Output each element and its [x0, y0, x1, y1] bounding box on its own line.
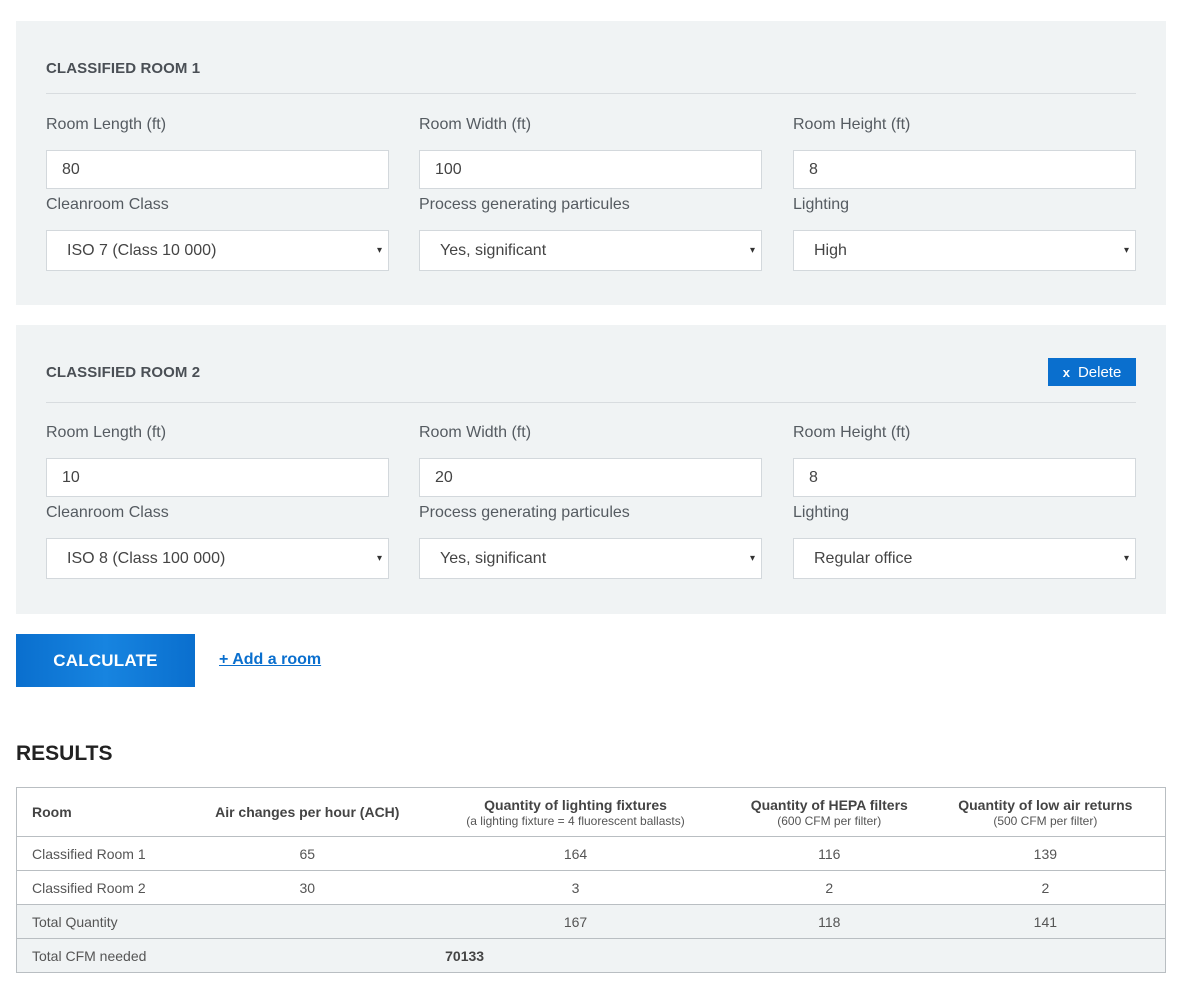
chevron-down-icon: ▾: [376, 553, 382, 564]
total-lighting: 167: [418, 904, 733, 939]
total-hepa: 118: [732, 904, 926, 939]
cell-hepa: 116: [732, 836, 926, 871]
room-header: CLASSIFIED ROOM 2 x Delete: [46, 325, 1136, 403]
header-hepa: Quantity of HEPA filters (600 CFM per fi…: [732, 787, 926, 837]
cleanroom-class-label: Cleanroom Class: [46, 196, 169, 213]
room-length-label: Room Length (ft): [46, 116, 167, 133]
room-title: CLASSIFIED ROOM 2: [46, 364, 201, 381]
total-cfm-row: Total CFM needed 70133: [16, 938, 1166, 973]
room-width-label: Room Width (ft): [419, 116, 532, 133]
table-row: Classified Room 2 30 3 2 2: [16, 870, 1166, 905]
header-hepa-note: (600 CFM per filter): [777, 813, 882, 828]
room-height-input[interactable]: 8: [793, 150, 1136, 189]
chevron-down-icon: ▾: [376, 245, 382, 256]
lighting-select[interactable]: Regular office ▾: [793, 538, 1136, 579]
header-ach: Air changes per hour (ACH): [196, 787, 419, 837]
process-field: Process generating particules Yes, signi…: [419, 503, 762, 579]
chevron-down-icon: ▾: [1123, 245, 1129, 256]
room-card-2: CLASSIFIED ROOM 2 x Delete Room Length (…: [16, 325, 1166, 614]
room-length-label: Room Length (ft): [46, 424, 167, 441]
cleanroom-class-select[interactable]: ISO 7 (Class 10 000) ▾: [46, 230, 389, 271]
header-room: Room: [16, 787, 197, 837]
chevron-down-icon: ▾: [749, 553, 755, 564]
header-returns-note: (500 CFM per filter): [993, 813, 1098, 828]
room-length-field: Room Length (ft) 10: [46, 423, 389, 497]
total-quantity-row: Total Quantity 167 118 141: [16, 904, 1166, 939]
room-width-label: Room Width (ft): [419, 424, 532, 441]
room-length-input[interactable]: 80: [46, 150, 389, 189]
lighting-field: Lighting High ▾: [793, 195, 1136, 271]
total-returns: 141: [925, 904, 1166, 939]
process-label: Process generating particules: [419, 196, 630, 213]
room-width-input[interactable]: 100: [419, 150, 762, 189]
cleanroom-class-field: Cleanroom Class ISO 8 (Class 100 000) ▾: [46, 503, 389, 579]
process-label: Process generating particules: [419, 504, 630, 521]
cell-returns: 139: [925, 836, 1166, 871]
cleanroom-class-field: Cleanroom Class ISO 7 (Class 10 000) ▾: [46, 195, 389, 271]
header-lighting-note: (a lighting fixture = 4 fluorescent ball…: [466, 813, 685, 828]
process-value: Yes, significant: [440, 550, 547, 567]
chevron-down-icon: ▾: [1123, 553, 1129, 564]
lighting-value: High: [814, 242, 847, 259]
calculate-button[interactable]: CALCULATE: [16, 634, 195, 687]
cleanroom-class-value: ISO 7 (Class 10 000): [67, 242, 217, 259]
header-hepa-title: Quantity of HEPA filters: [750, 796, 908, 813]
total-quantity-label: Total Quantity: [16, 904, 197, 939]
lighting-field: Lighting Regular office ▾: [793, 503, 1136, 579]
cell-returns: 2: [925, 870, 1166, 905]
process-value: Yes, significant: [440, 242, 547, 259]
lighting-select[interactable]: High ▾: [793, 230, 1136, 271]
cell-lighting: 3: [418, 870, 733, 905]
add-room-link[interactable]: + Add a room: [219, 651, 322, 668]
room-height-label: Room Height (ft): [793, 424, 911, 441]
results-table: Room Air changes per hour (ACH) Quantity…: [16, 787, 1166, 973]
room-title: CLASSIFIED ROOM 1: [46, 60, 201, 77]
process-select[interactable]: Yes, significant ▾: [419, 538, 762, 579]
cell-empty: [732, 938, 926, 973]
lighting-value: Regular office: [814, 550, 913, 567]
header-returns-title: Quantity of low air returns: [958, 796, 1133, 813]
room-width-field: Room Width (ft) 20: [419, 423, 762, 497]
room-card-1: CLASSIFIED ROOM 1 Room Length (ft) 80 Ro…: [16, 21, 1166, 305]
cleanroom-class-select[interactable]: ISO 8 (Class 100 000) ▾: [46, 538, 389, 579]
cell-lighting: 164: [418, 836, 733, 871]
table-header-row: Room Air changes per hour (ACH) Quantity…: [16, 787, 1166, 837]
room-height-label: Room Height (ft): [793, 116, 911, 133]
cell-ach: 65: [196, 836, 419, 871]
close-icon: x: [1062, 364, 1070, 380]
room-width-input[interactable]: 20: [419, 458, 762, 497]
cell-room: Classified Room 1: [16, 836, 197, 871]
cell-ach-empty: [196, 904, 419, 939]
process-select[interactable]: Yes, significant ▾: [419, 230, 762, 271]
room-height-field: Room Height (ft) 8: [793, 423, 1136, 497]
lighting-label: Lighting: [793, 196, 850, 213]
header-lighting: Quantity of lighting fixtures (a lightin…: [418, 787, 733, 837]
cleanroom-class-label: Cleanroom Class: [46, 504, 169, 521]
delete-label: Delete: [1077, 363, 1122, 381]
delete-room-button[interactable]: x Delete: [1048, 358, 1136, 386]
results-title: RESULTS: [16, 742, 113, 765]
room-length-field: Room Length (ft) 80: [46, 115, 389, 189]
cell-ach: 30: [196, 870, 419, 905]
total-cfm-label: Total CFM needed: [16, 938, 197, 973]
header-returns: Quantity of low air returns (500 CFM per…: [925, 787, 1166, 837]
cell-room: Classified Room 2: [16, 870, 197, 905]
process-field: Process generating particules Yes, signi…: [419, 195, 762, 271]
cell-empty: [925, 938, 1166, 973]
header-lighting-title: Quantity of lighting fixtures: [484, 796, 667, 813]
room-height-input[interactable]: 8: [793, 458, 1136, 497]
total-cfm-value: 70133: [196, 938, 733, 973]
table-row: Classified Room 1 65 164 116 139: [16, 836, 1166, 871]
room-length-input[interactable]: 10: [46, 458, 389, 497]
cell-hepa: 2: [732, 870, 926, 905]
room-width-field: Room Width (ft) 100: [419, 115, 762, 189]
chevron-down-icon: ▾: [749, 245, 755, 256]
cleanroom-class-value: ISO 8 (Class 100 000): [67, 550, 226, 567]
room-header: CLASSIFIED ROOM 1: [46, 21, 1136, 94]
room-height-field: Room Height (ft) 8: [793, 115, 1136, 189]
lighting-label: Lighting: [793, 504, 850, 521]
